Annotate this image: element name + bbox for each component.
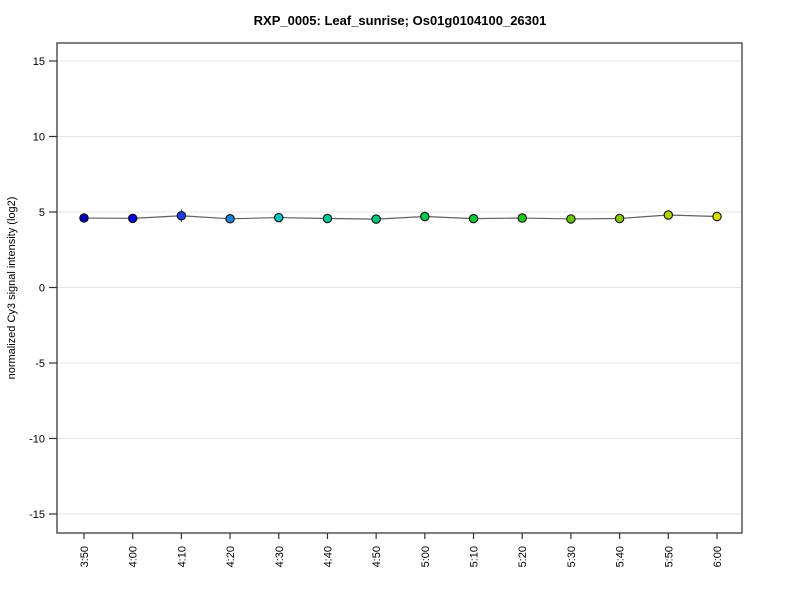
data-point — [614, 213, 625, 224]
data-point — [468, 213, 479, 224]
x-tick-label: 5:10 — [469, 546, 481, 567]
x-tick-label: 4:50 — [371, 546, 383, 567]
x-tick-label: 3:50 — [79, 546, 91, 567]
data-point — [274, 212, 284, 223]
y-tick-label: -10 — [29, 434, 45, 446]
x-tick-label: 5:40 — [615, 546, 627, 567]
x-tick-label: 4:20 — [225, 546, 237, 567]
data-point — [663, 210, 674, 220]
y-tick-label: 15 — [33, 56, 45, 68]
data-point — [225, 214, 235, 224]
chart-title: RXP_0005: Leaf_sunrise; Os01g0104100_263… — [253, 13, 547, 28]
data-point — [79, 213, 89, 223]
data-point — [712, 211, 722, 222]
x-tick-label: 5:00 — [420, 546, 432, 567]
x-tick-label: 6:00 — [712, 546, 724, 567]
data-point — [176, 211, 187, 221]
data-point — [127, 213, 138, 224]
x-tick-label: 4:00 — [128, 546, 140, 567]
data-point — [371, 214, 381, 224]
data-point — [517, 213, 527, 223]
data-point — [420, 211, 430, 222]
x-tick-label: 5:30 — [566, 546, 578, 567]
x-tick-label: 4:10 — [176, 546, 188, 567]
y-tick-label: 5 — [39, 207, 45, 219]
data-point — [566, 214, 576, 224]
data-point — [322, 213, 333, 224]
x-tick-label: 4:30 — [274, 546, 286, 567]
x-tick-label: 4:40 — [322, 546, 334, 567]
data-line — [83, 214, 718, 220]
x-tick-label: 5:50 — [663, 546, 675, 567]
y-tick-label: 10 — [33, 132, 45, 144]
y-tick-label: 0 — [39, 283, 45, 295]
x-tick-label: 5:20 — [517, 546, 529, 567]
y-tick-label: -5 — [35, 358, 45, 370]
y-tick-label: -15 — [29, 509, 45, 521]
